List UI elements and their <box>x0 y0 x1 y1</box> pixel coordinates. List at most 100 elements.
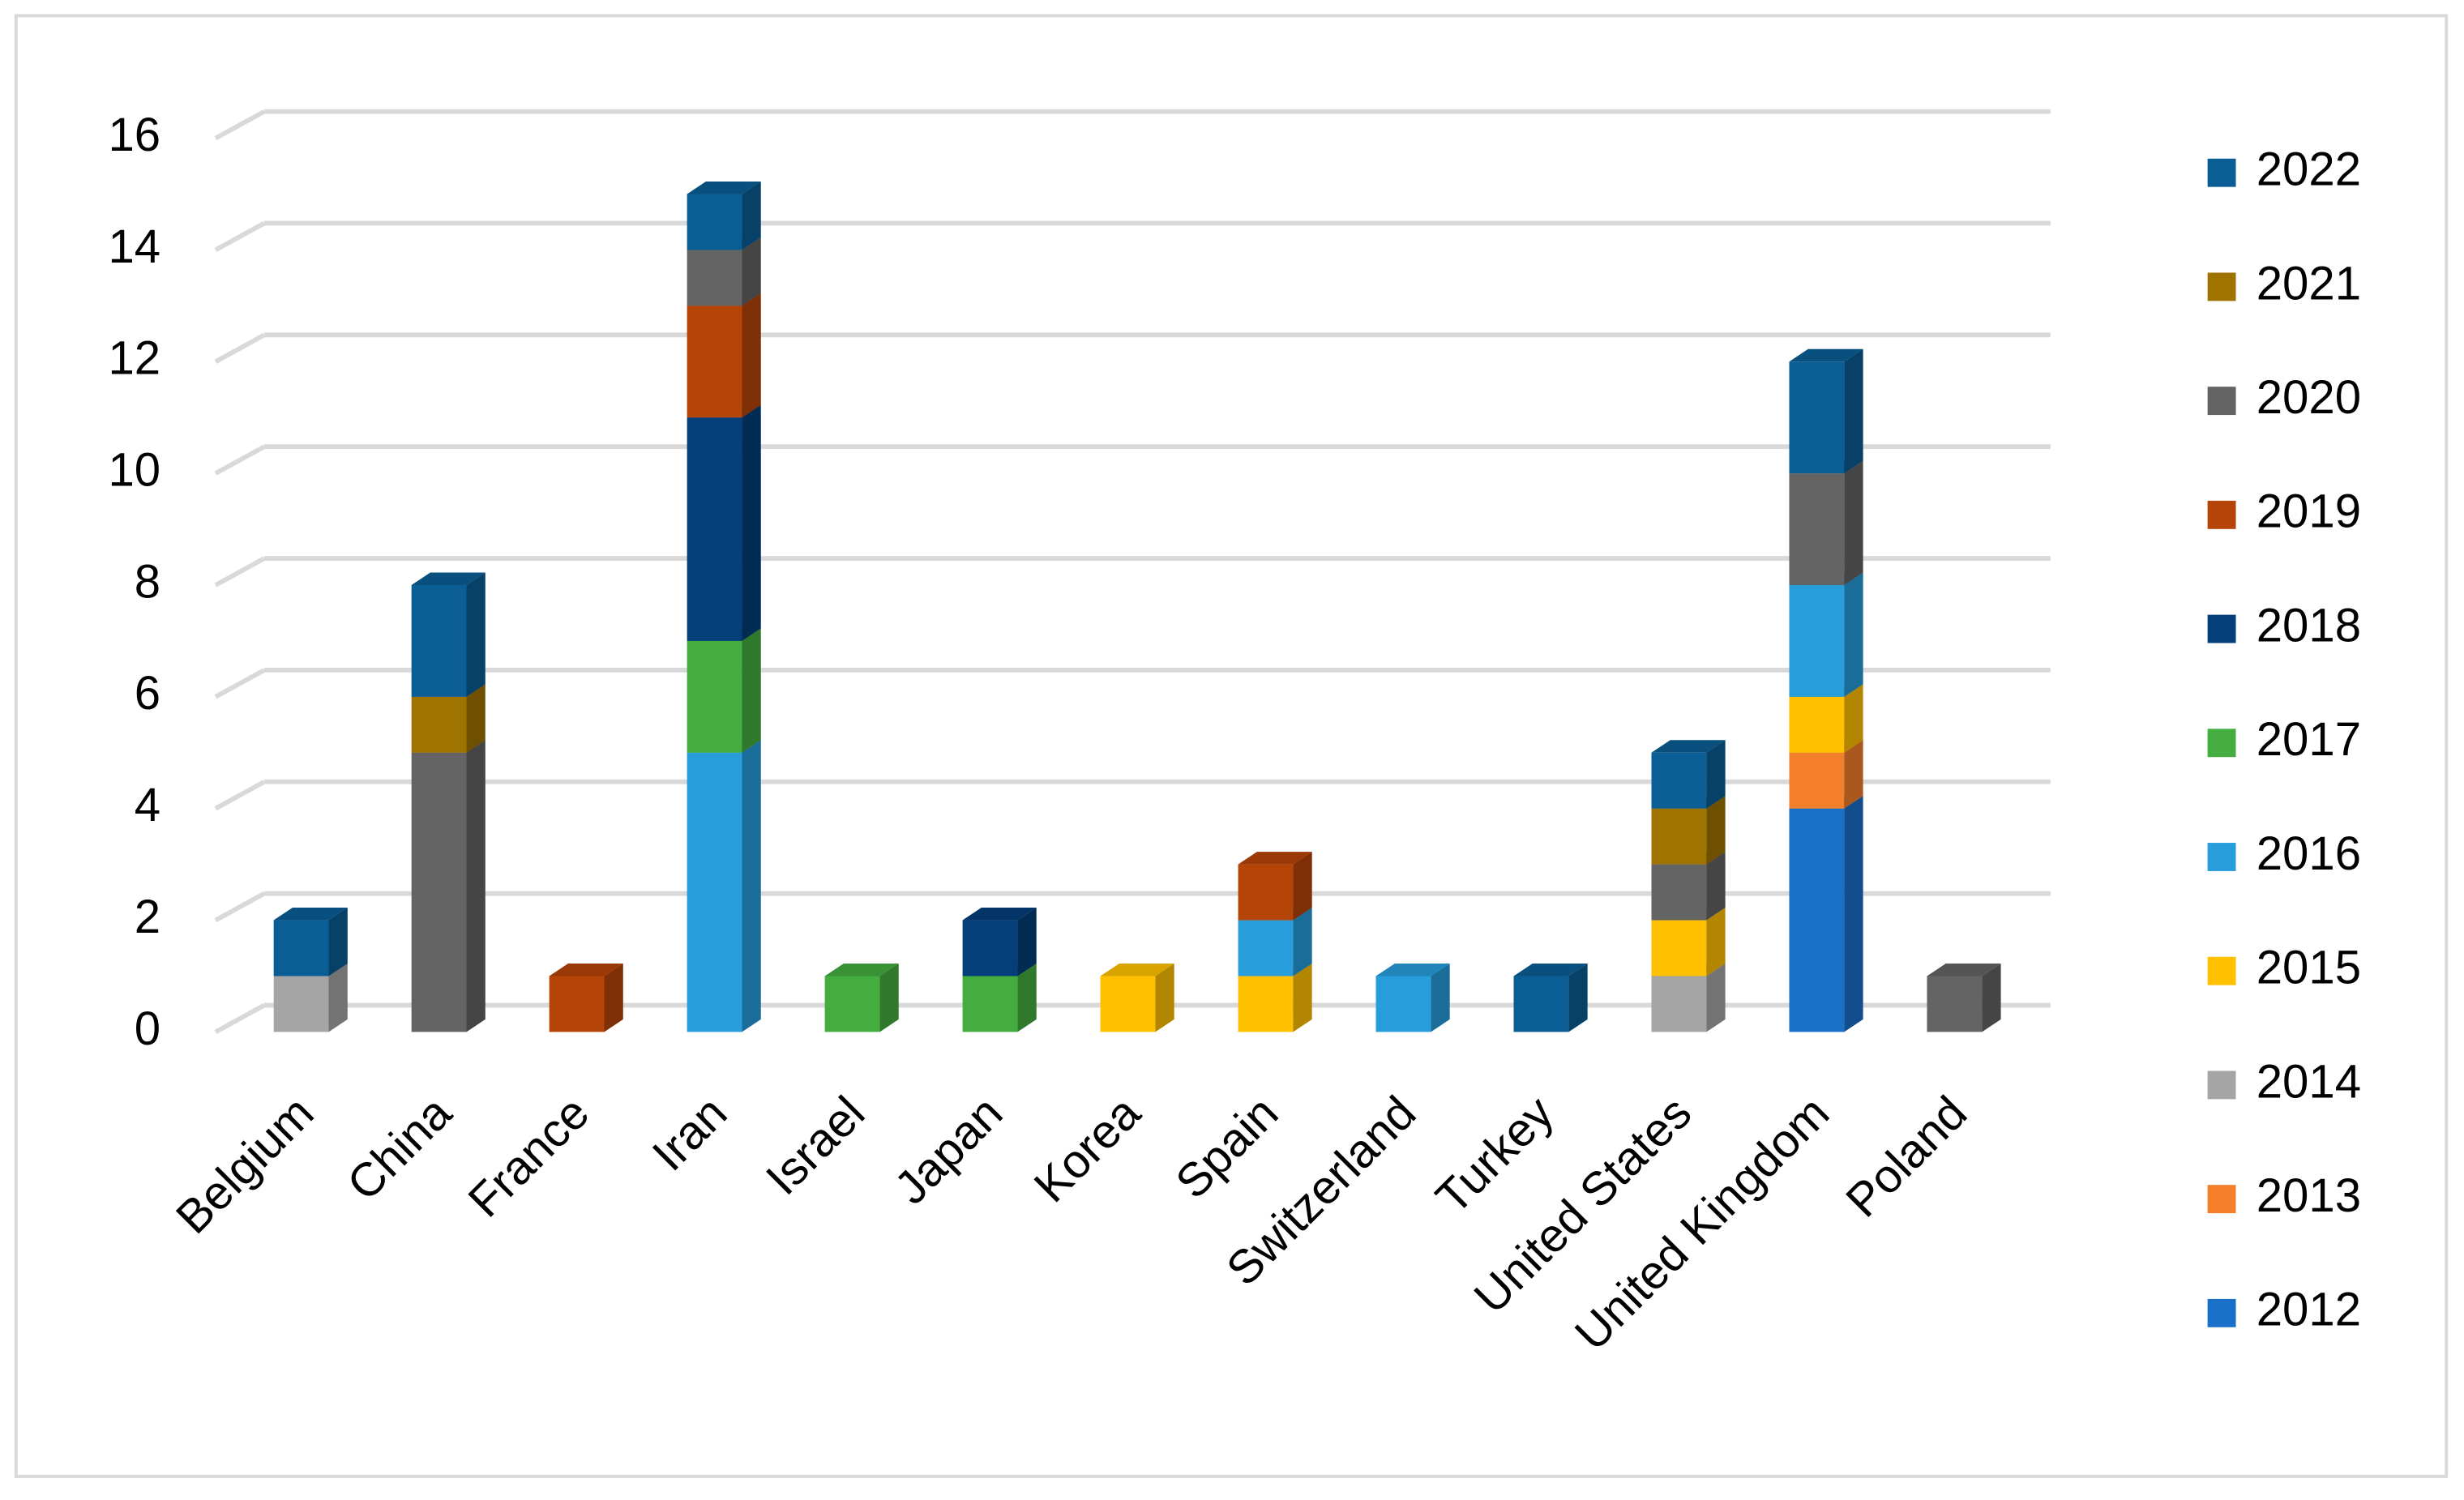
bar-segment <box>687 640 742 753</box>
bar-side-shade <box>1844 460 1863 585</box>
bar-side <box>1431 963 1450 1032</box>
bar-top-shade <box>273 908 348 921</box>
bar-top-shade <box>824 963 899 976</box>
bar-side <box>1017 963 1037 1032</box>
bar-segment <box>411 584 467 697</box>
legend-swatch <box>2207 158 2236 187</box>
bar-side-shade <box>328 908 348 976</box>
bar-segment <box>1238 920 1294 976</box>
bar-side <box>1844 572 1863 697</box>
bar-side <box>1293 963 1312 1032</box>
legend-swatch <box>2207 272 2236 301</box>
y-tick-label: 8 <box>135 555 160 608</box>
bar-top <box>1100 963 1174 976</box>
bar-segment <box>1789 473 1845 585</box>
bar-segment <box>1789 808 1845 1032</box>
bar-side-shade <box>1982 963 2001 1032</box>
bar-top <box>1927 963 2001 976</box>
bar-side <box>1706 908 1726 976</box>
bar-side-shade <box>1431 963 1450 1032</box>
bar-side <box>742 628 761 753</box>
y-tick-label: 0 <box>135 1002 160 1055</box>
bar-segment <box>824 976 880 1032</box>
y-tick-label: 14 <box>108 220 160 273</box>
bar-segment <box>1651 976 1707 1032</box>
bar-side-shade <box>742 740 761 1032</box>
bar-segment <box>687 306 742 418</box>
bar-segment <box>411 696 467 753</box>
bar-side <box>466 684 486 753</box>
bar-side <box>1293 852 1312 921</box>
bar-top-shade <box>1513 963 1588 976</box>
bar-side-shade <box>742 404 761 641</box>
bar-side-shade <box>1017 963 1037 1032</box>
bar-side-shade <box>1844 348 1863 474</box>
bar-top <box>824 963 899 976</box>
y-tick-label: 10 <box>108 443 160 496</box>
bar-top <box>687 181 761 194</box>
bar-segment <box>687 250 742 306</box>
bar-segment <box>1238 864 1294 921</box>
y-tick-label: 4 <box>135 779 160 831</box>
grid-line-side <box>214 668 266 699</box>
bar-segment <box>1789 584 1845 697</box>
legend-label: 2014 <box>2257 1055 2361 1108</box>
bar-side-shade <box>1706 908 1726 976</box>
bar-segment <box>1651 920 1707 976</box>
legend-label: 2022 <box>2257 143 2361 196</box>
bar-side-shade <box>1293 908 1312 976</box>
bar-top <box>273 908 348 921</box>
bar-side <box>879 963 899 1032</box>
bar-side-shade <box>466 740 486 1032</box>
bar-side-shade <box>1706 852 1726 921</box>
grid-line-side <box>214 1002 266 1034</box>
legend-label: 2020 <box>2257 371 2361 424</box>
bar-side-shade <box>1844 796 1863 1032</box>
bar-side <box>328 908 348 976</box>
bar-side <box>604 963 623 1032</box>
grid-line-side <box>214 780 266 811</box>
bar-side <box>1844 796 1863 1032</box>
bar-segment <box>1513 976 1569 1032</box>
bar-side-shade <box>328 963 348 1032</box>
bar-side-shade <box>742 237 761 306</box>
legend-label: 2016 <box>2257 827 2361 880</box>
legend-label: 2015 <box>2257 942 2361 994</box>
bar-segment <box>1927 976 1983 1032</box>
legend-swatch <box>2207 1185 2236 1214</box>
bar-top <box>1238 852 1312 865</box>
bar-side <box>328 963 348 1032</box>
grid-line-side <box>214 109 266 141</box>
grid-line-side <box>214 220 266 252</box>
bar-segment <box>1100 976 1156 1032</box>
bar-side <box>1844 684 1863 753</box>
bar-side <box>1706 740 1726 809</box>
legend-swatch <box>2207 1298 2236 1327</box>
bar-side <box>1982 963 2001 1032</box>
legend-label: 2017 <box>2257 713 2361 766</box>
bar-segment <box>687 752 742 1032</box>
bar-segment <box>1651 808 1707 865</box>
bar-side <box>1844 740 1863 809</box>
bar-segment <box>1238 976 1294 1032</box>
bar-top-shade <box>1927 963 2001 976</box>
bar-segment <box>687 417 742 641</box>
bar-side-shade <box>466 684 486 753</box>
bar-side <box>1017 908 1037 976</box>
bar-top-shade <box>1789 348 1863 362</box>
bar-segment <box>687 194 742 250</box>
bar-segment <box>1789 696 1845 753</box>
legend-swatch <box>2207 500 2236 529</box>
bar-segment <box>1651 864 1707 921</box>
bar-top <box>1375 963 1450 976</box>
bar-top-shade <box>1238 852 1312 865</box>
bar-top-shade <box>1100 963 1174 976</box>
bar-top-shade <box>687 181 761 194</box>
grid-line-side <box>214 444 266 476</box>
legend-label: 2012 <box>2257 1284 2361 1336</box>
bar-segment <box>962 920 1018 976</box>
bar-side <box>1844 348 1863 474</box>
bar-segment <box>962 976 1018 1032</box>
legend-label: 2018 <box>2257 599 2361 652</box>
legend-label: 2019 <box>2257 485 2361 538</box>
